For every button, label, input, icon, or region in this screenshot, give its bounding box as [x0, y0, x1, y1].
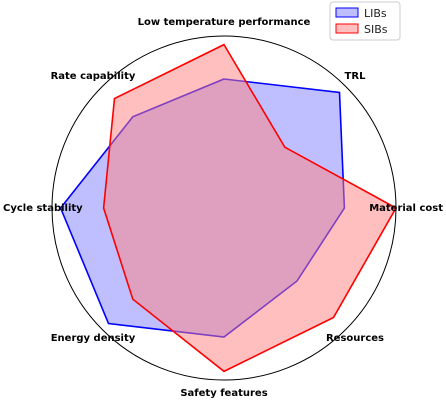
- outer-circle: [51, 35, 397, 381]
- series-polygons: [59, 43, 398, 373]
- axis-label-low-temperature-performance: Low temperature performance: [138, 17, 311, 28]
- legend-swatch-libs: [335, 7, 359, 18]
- legend-swatch-sibs: [335, 23, 359, 34]
- axis-label-rate-capability: Rate capability: [51, 71, 136, 82]
- axis-label-safety-features: Safety features: [180, 388, 267, 399]
- axis-label-cycle-stability: Cycle stability: [3, 203, 83, 214]
- axis-labels: Low temperature performance TRL Material c…: [3, 17, 443, 399]
- axis-label-trl: TRL: [345, 71, 367, 82]
- axis-label-resources: Resources: [326, 333, 384, 344]
- legend-label-libs: LIBs: [364, 7, 387, 20]
- axis-label-energy-density: Energy density: [51, 333, 136, 344]
- legend: LIBs SIBs: [329, 1, 401, 41]
- axis-label-material-cost: Material cost: [369, 203, 443, 214]
- legend-label-sibs: SIBs: [364, 23, 388, 36]
- series-polygon-sibs: [102, 43, 398, 373]
